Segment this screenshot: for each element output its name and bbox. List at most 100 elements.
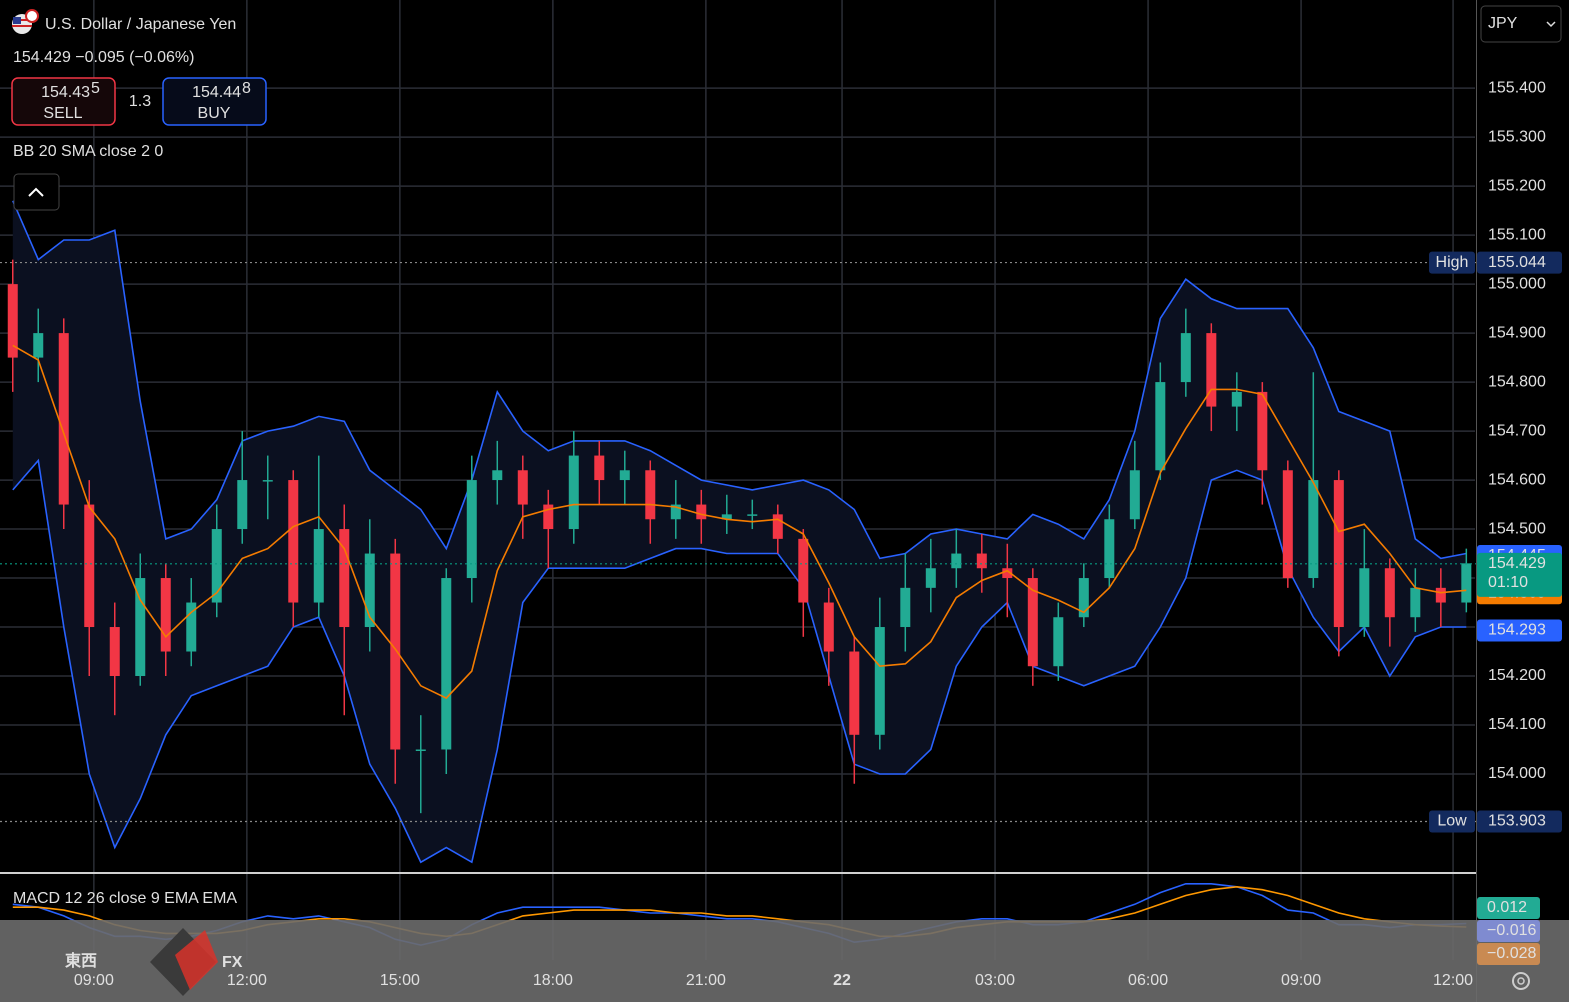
quote: 154.429 −0.095 (−0.06%) xyxy=(13,49,194,66)
macd-title: MACD 12 26 close 9 EMA EMA xyxy=(13,890,237,907)
collapse-button[interactable] xyxy=(13,173,60,211)
candle-body xyxy=(517,470,528,505)
macd-value-label: 0.012 xyxy=(1487,899,1527,916)
candle-body xyxy=(747,514,758,516)
price-label: 154.293 xyxy=(1488,622,1546,639)
price-tag-box xyxy=(1429,251,1475,274)
candle-body xyxy=(186,602,197,652)
candle-body xyxy=(441,578,452,750)
candle-body xyxy=(1002,568,1013,579)
candle-body xyxy=(7,284,18,358)
price-label-box xyxy=(1477,619,1562,642)
y-tick-label: 154.100 xyxy=(1488,716,1546,733)
y-tick-label: 154.900 xyxy=(1488,324,1546,341)
candle-body xyxy=(364,553,375,628)
candle-body xyxy=(874,627,885,735)
price-label-box xyxy=(1477,552,1562,597)
band-upper xyxy=(12,200,1467,560)
band-middle xyxy=(12,344,1467,700)
candle-body xyxy=(1257,391,1268,471)
candle-body xyxy=(619,470,630,481)
candle-body xyxy=(798,538,809,603)
candle-body xyxy=(670,504,681,520)
candle-body xyxy=(33,333,44,358)
x-tick-label: 06:00 xyxy=(1128,972,1168,989)
candle-body xyxy=(1027,578,1038,667)
watermark-kanji: 東西 xyxy=(65,951,97,970)
indicator-label: BB 20 SMA close 2 0 xyxy=(13,143,163,160)
candle-body xyxy=(568,455,579,530)
candle-body xyxy=(1461,563,1472,603)
flag-canton xyxy=(13,17,21,24)
band-lower xyxy=(12,458,1467,864)
price-tag: Low xyxy=(1437,813,1467,830)
candle-body xyxy=(1155,382,1166,471)
candle-body xyxy=(976,553,987,569)
y-tick-label: 154.800 xyxy=(1488,373,1546,390)
price-label-box xyxy=(1477,251,1562,274)
candle-body xyxy=(1410,587,1421,618)
candle-body xyxy=(823,602,834,652)
candle-body xyxy=(1053,617,1064,667)
settings-icon-center xyxy=(1517,977,1525,985)
candle-body xyxy=(1206,333,1217,407)
candle-body xyxy=(109,627,120,677)
x-tick-label: 12:00 xyxy=(1433,972,1473,989)
buy-button[interactable] xyxy=(162,77,267,126)
y-tick-label: 154.000 xyxy=(1488,765,1546,782)
y-tick-label: 155.300 xyxy=(1488,128,1546,145)
candle-body xyxy=(466,480,477,579)
x-tick-label: 09:00 xyxy=(1281,972,1321,989)
buy-price: 154.44 xyxy=(192,84,241,101)
y-tick-label: 154.500 xyxy=(1488,520,1546,537)
candle-body xyxy=(339,529,350,628)
currency-chevron xyxy=(1546,21,1556,28)
macd-value-label: −0.028 xyxy=(1487,945,1536,962)
candle-body xyxy=(492,470,503,481)
y-tick-label: 155.100 xyxy=(1488,226,1546,243)
price-label-box xyxy=(1477,810,1562,833)
price-label: 155.044 xyxy=(1488,254,1546,271)
candle-body xyxy=(262,480,273,482)
candle-body xyxy=(849,651,860,735)
band-fill xyxy=(12,200,1467,863)
sell-price: 154.43 xyxy=(41,84,90,101)
y-tick-label: 154.200 xyxy=(1488,667,1546,684)
plot-layer xyxy=(0,200,1477,864)
y-tick-label: 155.400 xyxy=(1488,79,1546,96)
currency-select[interactable] xyxy=(1480,5,1562,43)
candle-body xyxy=(313,529,324,603)
candle-body xyxy=(1180,333,1191,383)
x-tick-label: 18:00 xyxy=(533,972,573,989)
x-tick-label: 03:00 xyxy=(975,972,1015,989)
spread: 1.3 xyxy=(129,93,151,110)
sell-pip: 5 xyxy=(91,80,100,97)
y-tick-label: 154.600 xyxy=(1488,471,1546,488)
price-label: 153.903 xyxy=(1488,813,1546,830)
collapse-chevron xyxy=(28,187,44,197)
candle-body xyxy=(1282,470,1293,579)
macd-value-box xyxy=(1477,897,1540,919)
flag-overlap xyxy=(25,9,39,23)
candle-body xyxy=(900,587,911,628)
currency: JPY xyxy=(1488,15,1518,32)
candle-body xyxy=(721,514,732,520)
candle-body xyxy=(160,578,171,652)
candle-body xyxy=(1308,480,1319,579)
candle-body xyxy=(1435,587,1446,603)
settings-icon[interactable] xyxy=(1512,972,1530,990)
candle-body xyxy=(594,455,605,481)
candle-body xyxy=(925,568,936,588)
candle-body xyxy=(1104,519,1115,579)
candle-body xyxy=(772,514,783,539)
sell-label: SELL xyxy=(43,105,82,122)
gray-band xyxy=(0,920,1569,1002)
sell-button[interactable] xyxy=(11,77,116,126)
y-tick-label: 155.200 xyxy=(1488,177,1546,194)
candle-body xyxy=(135,578,146,677)
macd-macd xyxy=(12,883,1467,946)
y-tick-label: 154.700 xyxy=(1488,422,1546,439)
watermark-fx: FX xyxy=(222,954,243,971)
